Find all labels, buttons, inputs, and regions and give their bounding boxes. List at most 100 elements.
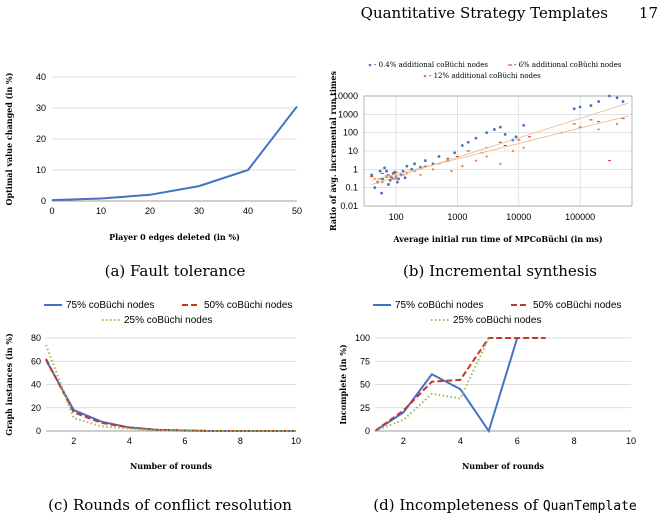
b-point <box>615 122 619 126</box>
b-point <box>503 133 507 136</box>
d-y-axis-label: Incomplete (in %) <box>338 344 348 425</box>
b-xtick-label: 100 <box>389 212 404 222</box>
c-ytick-label: 80 <box>31 333 41 343</box>
b-point <box>474 159 478 162</box>
b-point <box>511 149 514 153</box>
c-legend-label: 75% coBüchi nodes <box>66 300 154 311</box>
b-point <box>597 128 600 131</box>
b-legend-marker <box>423 74 427 78</box>
d-xtick-label: 2 <box>401 436 406 446</box>
b-point <box>378 169 382 173</box>
b-point <box>453 151 457 155</box>
c-ytick-label: 60 <box>31 356 41 366</box>
a-x-axis-label: Player 0 edges deleted (in %) <box>109 232 240 242</box>
caption-d: (d) Incompleteness of QuanTemplate <box>340 496 670 514</box>
b-point <box>405 164 409 168</box>
b-point <box>437 155 441 158</box>
d-x-axis-label: Number of rounds <box>462 461 545 471</box>
b-point <box>608 94 611 98</box>
a-xtick-label: 50 <box>292 206 302 216</box>
b-xtick-label: 10000 <box>506 212 531 222</box>
d-legend-label: 25% coBüchi nodes <box>453 315 541 326</box>
d-ytick-label: 75 <box>360 356 370 366</box>
c-legend-label: 50% coBüchi nodes <box>204 300 292 311</box>
b-point <box>450 170 453 173</box>
d-legend-label: 50% coBüchi nodes <box>533 300 621 311</box>
b-trendline <box>371 102 629 185</box>
running-header-title: Quantitative Strategy Templates <box>360 4 608 22</box>
c-ytick-label: 0 <box>36 426 41 436</box>
a-xtick-label: 0 <box>49 206 54 216</box>
c-xtick-label: 6 <box>182 436 187 446</box>
b-ytick-label: 10000 <box>333 91 358 101</box>
b-point <box>423 159 427 162</box>
caption-d-code: QuanTemplate <box>542 499 637 514</box>
b-point <box>498 125 502 129</box>
b-point <box>370 173 374 177</box>
b-ytick-label: 0.01 <box>340 201 358 211</box>
b-point <box>499 162 502 165</box>
b-point <box>572 107 576 111</box>
a-ytick-label: 40 <box>36 72 46 82</box>
a-xtick-label: 20 <box>145 206 155 216</box>
d-xtick-label: 4 <box>458 436 463 446</box>
d-ytick-label: 100 <box>355 333 370 343</box>
b-legend-marker <box>368 63 372 67</box>
b-point <box>615 96 619 100</box>
d-xtick-label: 6 <box>515 436 520 446</box>
b-point <box>397 177 401 181</box>
c-xtick-label: 2 <box>71 436 76 446</box>
b-ytick-label: 100 <box>343 128 358 138</box>
c-ytick-label: 20 <box>31 403 41 413</box>
a-xtick-label: 40 <box>243 206 253 216</box>
a-series-line <box>51 105 298 202</box>
b-point <box>388 178 392 182</box>
b-ytick-label: 1 <box>353 164 358 174</box>
a-ytick-label: 10 <box>36 165 46 175</box>
b-ytick-label: 0.1 <box>345 183 358 193</box>
a-y-axis-label: Optimal value changed (in %) <box>4 72 14 205</box>
b-legend-label: - 6% additional coBüchi nodes <box>514 61 622 69</box>
b-point <box>403 176 407 180</box>
b-point <box>466 140 470 144</box>
a-ytick-label: 30 <box>36 103 46 113</box>
b-point <box>621 100 625 103</box>
b-legend-label: - 12% additional coBüchi nodes <box>429 72 541 80</box>
d-ytick-label: 0 <box>365 426 370 436</box>
b-point <box>492 128 496 131</box>
b-point <box>461 165 464 168</box>
d-legend-label: 75% coBüchi nodes <box>395 300 483 311</box>
b-point <box>431 168 435 171</box>
b-point <box>401 169 405 173</box>
b-point <box>485 155 488 158</box>
b-ytick-label: 1000 <box>338 109 358 119</box>
b-point <box>419 173 422 176</box>
d-xtick-label: 10 <box>626 436 636 446</box>
b-point <box>395 180 399 184</box>
b-point <box>485 131 489 135</box>
a-xtick-label: 10 <box>96 206 106 216</box>
b-point <box>474 136 478 140</box>
b-point <box>578 105 582 109</box>
b-point <box>394 177 398 181</box>
d-ytick-label: 50 <box>360 380 370 390</box>
c-xtick-label: 10 <box>291 436 301 446</box>
b-point <box>380 191 383 195</box>
c-xtick-label: 4 <box>127 436 132 446</box>
b-point <box>413 162 416 166</box>
b-point <box>522 146 525 149</box>
d-xtick-label: 8 <box>572 436 577 446</box>
b-point <box>597 100 601 103</box>
b-legend-label: - 0.4% additional coBüchi nodes <box>374 61 488 69</box>
b-point <box>589 104 593 107</box>
caption-b: (b) Incremental synthesis <box>403 262 597 280</box>
d-ytick-label: 25 <box>360 403 370 413</box>
b-point <box>385 169 388 173</box>
caption-a: (a) Fault tolerance <box>104 262 246 280</box>
c-x-axis-label: Number of rounds <box>130 461 213 471</box>
b-point <box>373 186 377 190</box>
b-y-axis-label: Ratio of avg. incremental run times <box>328 71 338 231</box>
b-point <box>514 135 518 139</box>
c-xtick-label: 8 <box>238 436 243 446</box>
